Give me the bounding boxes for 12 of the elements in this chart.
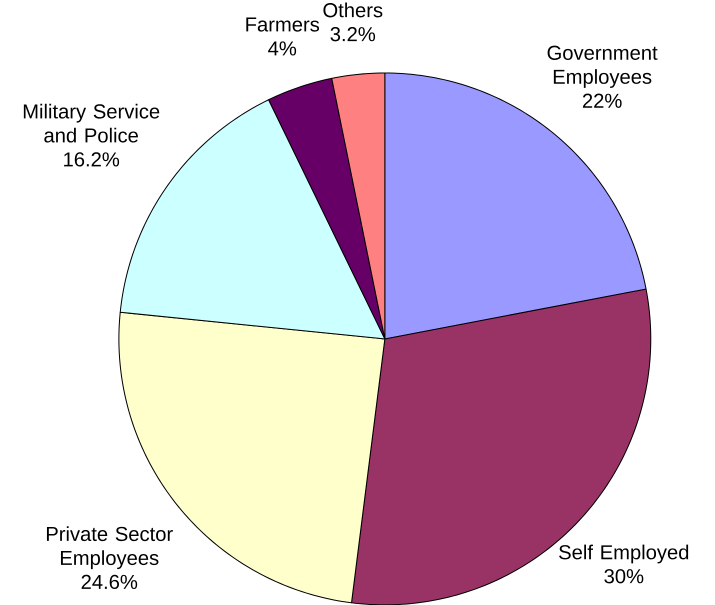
data-label: 4% (268, 41, 296, 56)
slice-label: Farmers (246, 17, 320, 32)
data-label: 22% (582, 93, 622, 108)
slice-label: Military Service and Police (24, 104, 160, 142)
data-label: 16.2% (64, 152, 120, 166)
data-label: 30% (604, 568, 644, 584)
slice-label: Government Employees (548, 45, 658, 88)
slice-label: Others (323, 2, 382, 18)
data-label: 3.2% (330, 26, 376, 42)
slice-label: Private Sector Employees (46, 526, 173, 569)
slice-label: Self Employed (559, 544, 688, 564)
data-label: 24.6% (82, 574, 138, 589)
